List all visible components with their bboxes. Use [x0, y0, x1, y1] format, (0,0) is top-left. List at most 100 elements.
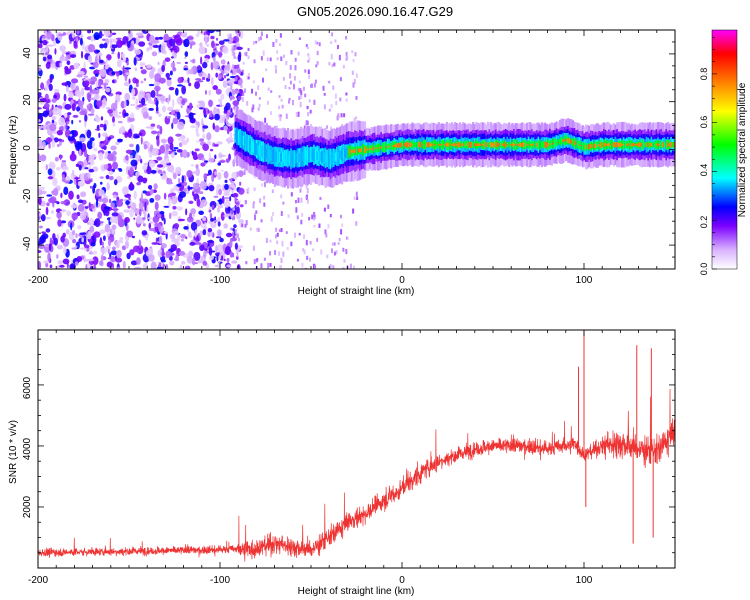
- heatmap-cell: [66, 60, 71, 66]
- heatmap-cell: [172, 67, 177, 72]
- heatmap-cell: [233, 224, 237, 229]
- heatmap-cell: [426, 142, 429, 148]
- heatmap-cell: [103, 42, 108, 49]
- heatmap-cell: [455, 143, 458, 146]
- heatmap-cell: [150, 90, 156, 98]
- heatmap-cell: [39, 225, 43, 229]
- heatmap-cell: [269, 57, 272, 62]
- heatmap-cell: [42, 56, 47, 62]
- heatmap-cell: [378, 147, 381, 149]
- heatmap-cell: [156, 124, 161, 129]
- heatmap-cell: [187, 231, 192, 238]
- heatmap-cell: [138, 41, 146, 47]
- heatmap-cell: [440, 143, 444, 146]
- heatmap-cell: [225, 158, 230, 163]
- heatmap-cell: [563, 139, 566, 142]
- heatmap-cell: [304, 69, 307, 73]
- heatmap-cell: [163, 149, 169, 155]
- heatmap-cell: [208, 116, 215, 120]
- heatmap-cell: [160, 243, 167, 249]
- heatmap-cell: [74, 90, 81, 97]
- snr-ticks: [37, 330, 676, 569]
- heatmap-cell: [114, 215, 119, 225]
- heatmap-cell: [111, 224, 117, 230]
- heatmap-cell: [232, 49, 235, 53]
- heatmap-cell: [141, 230, 148, 236]
- heatmap-cell: [87, 155, 95, 164]
- heatmap-cell: [350, 150, 354, 153]
- heatmap-cell: [153, 210, 158, 214]
- heatmap-cell: [138, 201, 144, 211]
- heatmap-cell: [64, 180, 70, 184]
- heatmap-cell: [637, 143, 640, 147]
- heatmap-cell: [223, 197, 230, 200]
- heatmap-cell: [160, 260, 164, 268]
- heatmap-cell: [408, 142, 411, 147]
- heatmap-cell: [42, 141, 46, 149]
- heatmap-cell: [246, 75, 249, 80]
- heatmap-cell: [216, 236, 222, 239]
- heatmap-cell: [617, 142, 621, 147]
- heatmap-cell: [75, 233, 78, 239]
- heatmap-cell: [331, 32, 334, 37]
- heatmap-cell: [48, 242, 52, 252]
- heatmap-cell: [150, 123, 156, 127]
- heatmap-cell: [136, 32, 144, 37]
- heatmap-cell: [233, 216, 236, 220]
- heatmap-cell: [59, 45, 67, 52]
- heatmap-cell: [332, 152, 336, 163]
- heatmap-cell: [208, 89, 212, 96]
- heatmap-cell: [326, 154, 329, 163]
- heatmap-cell: [296, 153, 300, 163]
- heatmap-cell: [276, 50, 279, 54]
- heatmap-cell: [109, 256, 116, 263]
- heatmap-cell: [576, 140, 580, 149]
- heatmap-cell: [225, 232, 233, 238]
- heatmap-cell: [147, 184, 153, 190]
- heatmap-cell: [76, 141, 83, 151]
- heatmap-cell: [76, 194, 80, 200]
- heatmap-cell: [277, 150, 280, 164]
- heatmap-cell: [130, 260, 138, 266]
- heatmap-cell: [171, 210, 179, 217]
- heatmap-cell: [673, 141, 675, 148]
- heatmap-cell: [201, 76, 206, 81]
- heatmap-cell: [167, 106, 174, 112]
- heatmap-cell: [258, 96, 261, 100]
- heatmap-cell: [429, 143, 432, 146]
- heatmap-cell: [41, 231, 46, 234]
- heatmap-cell: [63, 186, 69, 196]
- heatmap-cell: [112, 194, 117, 199]
- heatmap-cell: [644, 142, 647, 148]
- heatmap-cell: [327, 153, 331, 164]
- heatmap-cell: [297, 87, 300, 92]
- heatmap-cell: [105, 174, 110, 180]
- heatmap-cell: [93, 182, 97, 189]
- heatmap-cell: [101, 197, 109, 204]
- heatmap-cell: [170, 152, 175, 159]
- heatmap-cell: [84, 206, 89, 209]
- heatmap-cell: [45, 126, 49, 130]
- heatmap-cell: [103, 145, 107, 151]
- heatmap-cell: [236, 132, 239, 141]
- y-tick-label: 2000: [22, 495, 33, 518]
- heatmap-cell: [398, 142, 401, 148]
- heatmap-cell: [550, 143, 553, 145]
- heatmap-cell: [100, 181, 103, 185]
- heatmap-cell: [267, 87, 270, 91]
- heatmap-cell: [260, 219, 263, 223]
- heatmap-cell: [650, 143, 653, 147]
- heatmap-cell: [83, 159, 88, 166]
- heatmap-cell: [68, 91, 74, 98]
- heatmap-cell: [194, 229, 197, 238]
- heatmap-cell: [72, 238, 77, 244]
- heatmap-cell: [609, 144, 612, 146]
- heatmap-cell: [83, 75, 88, 78]
- heatmap-cell: [504, 141, 508, 148]
- heatmap-cell: [57, 219, 62, 227]
- heatmap-cell: [635, 143, 639, 146]
- heatmap-cell: [99, 237, 103, 246]
- heatmap-cell: [156, 137, 160, 147]
- heatmap-cell: [220, 211, 225, 221]
- heatmap-cell: [151, 242, 159, 245]
